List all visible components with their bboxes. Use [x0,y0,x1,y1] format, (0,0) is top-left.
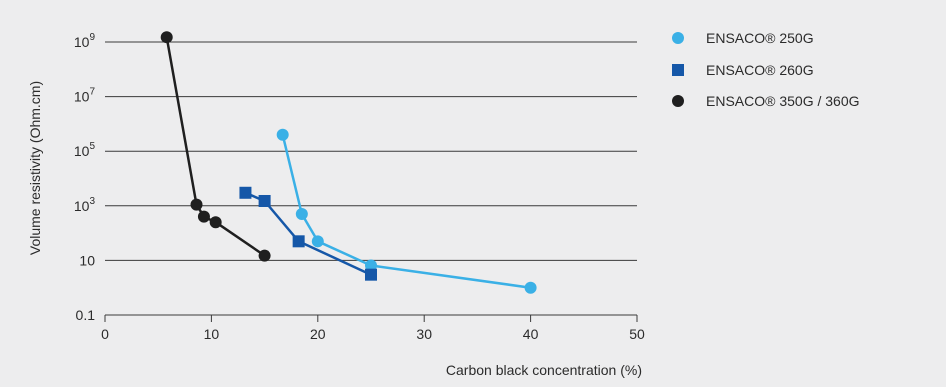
legend-label: ENSACO® 350G / 360G [706,93,860,109]
y-tick-label: 109 [74,32,96,50]
data-point [190,198,203,211]
x-tick-label: 50 [629,326,645,342]
data-point [160,31,173,44]
data-point [258,249,271,262]
plot-area [160,31,537,294]
x-tick-label: 0 [101,326,109,342]
data-point [197,210,210,223]
data-point [311,235,324,248]
y-tick-label: 10 [79,252,95,268]
data-point [276,128,289,141]
legend-item: ENSACO® 350G / 360G [672,93,860,109]
axes [104,314,638,322]
x-tick-label: 10 [204,326,220,342]
y-tick-label: 0.1 [76,307,96,323]
legend-marker [672,64,684,76]
data-point [295,208,308,221]
y-axis-title: Volume resistivity (Ohm.cm) [27,81,43,255]
series-line [244,191,372,276]
data-point [258,194,271,207]
series-line [281,134,531,289]
legend-item: ENSACO® 250G [672,30,814,46]
data-point [365,259,377,272]
legend-label: ENSACO® 250G [706,30,814,46]
data-point [239,186,252,199]
y-tick-label: 107 [74,87,96,105]
series-1 [276,128,537,294]
x-tick-label: 40 [523,326,539,342]
x-tick-label: 20 [310,326,326,342]
y-tick-labels: 0.1 10 103 105 107 109 [74,32,96,323]
legend-marker [672,95,684,107]
grid-lines [105,41,637,261]
series-2 [239,186,377,281]
x-axis-title: Carbon black concentration (%) [446,362,642,378]
legend-label: ENSACO® 260G [706,62,814,78]
data-point [365,268,377,281]
y-tick-label: 105 [74,141,96,159]
legend: ENSACO® 250G ENSACO® 260G ENSACO® 350G / 3… [672,30,860,109]
data-point [292,235,305,248]
series-3 [160,31,271,262]
x-tick-labels: 0 10 20 30 40 50 [101,326,645,342]
y-tick-label: 103 [74,196,96,214]
data-point [524,281,537,294]
legend-marker [672,32,684,44]
data-point [209,216,222,229]
x-tick-label: 30 [416,326,432,342]
legend-item: ENSACO® 260G [672,62,814,78]
